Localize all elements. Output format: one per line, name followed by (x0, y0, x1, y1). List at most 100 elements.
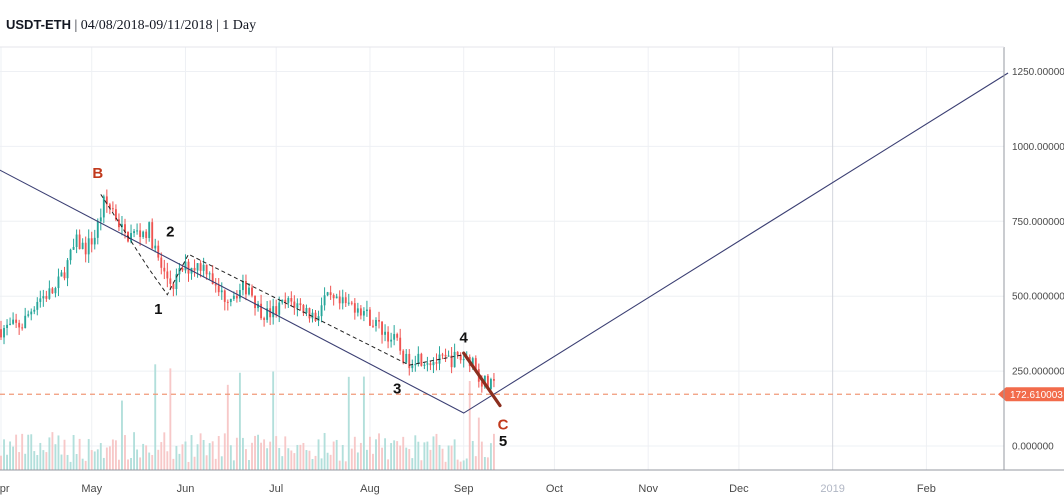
candle-body (489, 379, 492, 389)
candle-body (142, 231, 145, 237)
volume-bar (208, 443, 211, 470)
volume-bar (154, 364, 157, 470)
volume-bar (387, 459, 390, 470)
candle-body (72, 247, 75, 250)
candle-body (33, 309, 36, 312)
volume-bar (121, 400, 123, 470)
volume-bar (118, 459, 120, 470)
volume-bar (190, 435, 193, 470)
chart-title-range: | 04/08/2018-09/11/2018 | 1 Day (71, 18, 256, 33)
candle-body (381, 321, 383, 335)
volume-bar (278, 447, 281, 470)
candle-body (344, 297, 347, 304)
candle-body (353, 303, 356, 313)
candle-body (423, 364, 426, 366)
volume-bar (0, 455, 2, 470)
volume-bar (365, 449, 368, 470)
volume-bar (254, 435, 256, 470)
candle-body (42, 296, 45, 299)
candle-body (172, 283, 175, 290)
candle-body (399, 337, 402, 351)
candle-body (329, 292, 332, 296)
candle-body (441, 354, 444, 356)
candle-body (296, 303, 299, 308)
volume-bar (314, 455, 317, 470)
candle-body (365, 309, 368, 312)
volume-bar (93, 451, 96, 470)
volume-bar (232, 460, 235, 470)
candle-body (81, 242, 84, 250)
candle-body (157, 245, 160, 258)
volume-bar (39, 442, 42, 470)
volume-bar (393, 440, 396, 470)
volume-bar (248, 460, 250, 470)
volume-bar (329, 454, 332, 470)
candle-body (169, 278, 172, 284)
candle-body (0, 329, 2, 338)
candle-body (211, 273, 214, 285)
volume-bar (414, 435, 417, 470)
wave-label-4: 4 (460, 330, 469, 347)
candle-body (359, 308, 362, 316)
candle-body (18, 322, 21, 328)
volume-bar (157, 449, 160, 470)
volume-bar (163, 432, 166, 470)
volume-bar (284, 436, 287, 470)
volume-bar (459, 461, 462, 470)
candle-body (60, 272, 63, 277)
volume-bar (148, 452, 151, 470)
x-tick-label: Dec (729, 483, 749, 495)
volume-bar (335, 439, 338, 470)
current-price-tag (998, 387, 1064, 402)
candle-body (447, 355, 450, 357)
wave-label-b: B (92, 165, 103, 182)
candle-body (187, 261, 190, 274)
candle-body (139, 230, 142, 237)
volume-bar (441, 448, 444, 470)
x-tick-label: May (81, 483, 102, 495)
candle-body (311, 312, 314, 319)
volume-bar (187, 461, 190, 470)
volume-bar (293, 453, 296, 470)
volume-bar (486, 457, 489, 470)
volume-bar (477, 417, 480, 470)
candle-body (362, 311, 365, 316)
volume-bar (42, 450, 45, 470)
candle-body (229, 298, 232, 303)
candle-body (356, 308, 359, 313)
candle-body (118, 219, 120, 228)
volume-bar (311, 459, 314, 470)
candle-body (48, 288, 51, 299)
volume-bar (223, 433, 226, 470)
volume-bar (405, 447, 408, 470)
candle-body (314, 312, 317, 321)
candle-body (3, 327, 5, 338)
volume-bar (426, 441, 429, 470)
candle-body (51, 288, 54, 294)
candle-body (317, 316, 320, 321)
wave-label-c: C (498, 417, 509, 434)
volume-bar (169, 368, 172, 470)
wave-label-1: 1 (154, 301, 162, 318)
candle-body (320, 305, 323, 317)
candle-body (151, 222, 154, 249)
candle-body (263, 318, 266, 320)
candle-body (87, 238, 90, 255)
candle-body (453, 351, 456, 368)
volume-bar (465, 458, 468, 470)
candle-body (432, 362, 435, 366)
volume-bar (12, 446, 15, 470)
volume-bar (60, 454, 63, 470)
x-tick-label: 2019 (820, 483, 844, 495)
volume-bar (238, 372, 241, 470)
chart-drawings: 172.610003 (0, 72, 1064, 414)
volume-bar (229, 445, 232, 470)
candle-body (163, 267, 166, 272)
candle-body (408, 353, 411, 369)
volume-bar (81, 458, 84, 470)
volume-bar (160, 442, 163, 470)
volume-bar (375, 439, 377, 470)
candle-body (133, 231, 136, 234)
chart-title: USDT-ETH | 04/08/2018-09/11/2018 | 1 Day (6, 17, 256, 33)
